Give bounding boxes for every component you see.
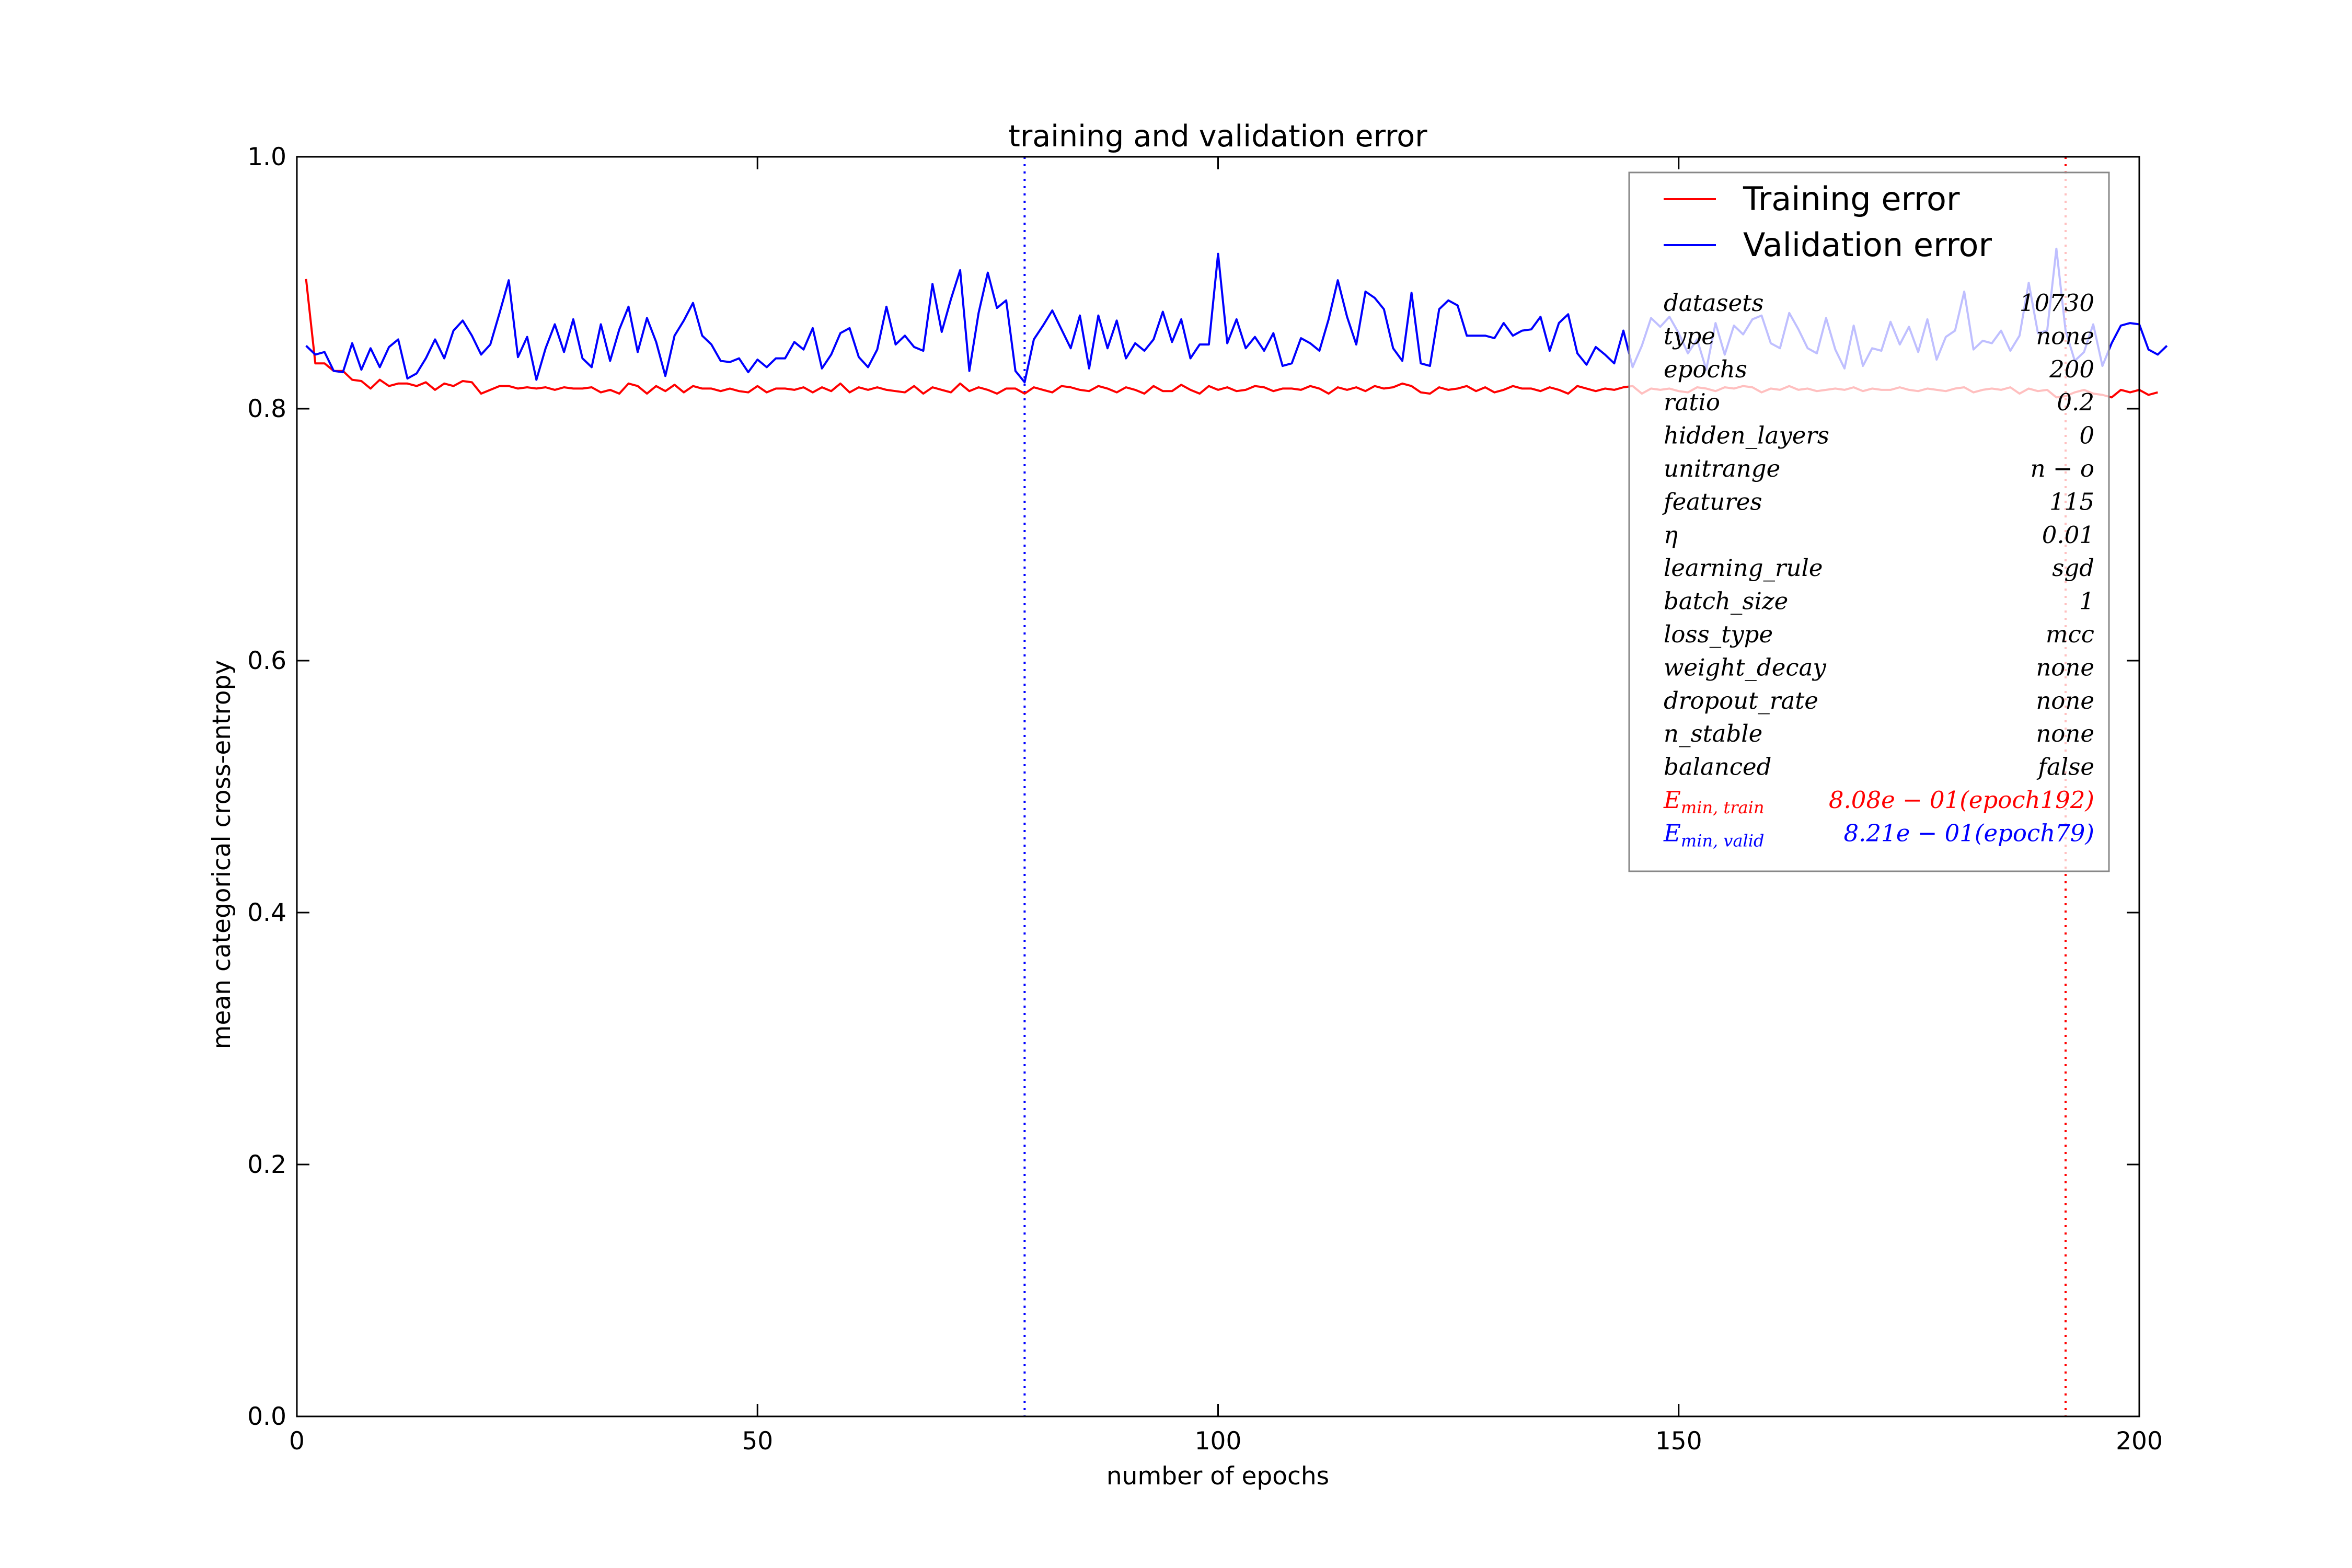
info-value: none — [2036, 653, 2094, 681]
y-tick-label: 0.6 — [247, 647, 286, 675]
info-key: balanced — [1664, 753, 1771, 781]
info-value: none — [2036, 322, 2094, 350]
x-tick-label: 0 — [289, 1427, 305, 1456]
info-value: 10730 — [2020, 289, 2094, 317]
x-tick-label: 150 — [1655, 1427, 1702, 1456]
y-axis-label: mean categorical cross-entropy — [207, 660, 236, 1049]
y-tick-label: 0.8 — [247, 395, 286, 423]
info-value: n − o — [2031, 455, 2094, 482]
info-key: epochs — [1664, 355, 1747, 383]
info-key: ratio — [1664, 388, 1720, 416]
chart-title: training and validation error — [1008, 119, 1427, 154]
info-value: 0.2 — [2057, 388, 2094, 416]
info-value: 0.01 — [2042, 521, 2094, 549]
info-key: type — [1664, 322, 1715, 350]
info-value: mcc — [2046, 620, 2094, 648]
info-value: false — [2036, 753, 2094, 781]
info-key: batch_size — [1664, 587, 1788, 615]
info-key: hidden_layers — [1664, 422, 1829, 449]
info-value: sgd — [2052, 554, 2094, 582]
y-tick-label: 0.0 — [247, 1402, 286, 1431]
x-axis-label: number of epochs — [1106, 1462, 1329, 1491]
y-tick-label: 1.0 — [247, 143, 286, 171]
info-key: learning_rule — [1664, 554, 1823, 582]
info-value: 0 — [2079, 422, 2094, 449]
info-table: datasets 10730 type none epochs 200 ratio 0.2 hi… — [1662, 289, 2094, 850]
info-key: unitrange — [1664, 455, 1780, 482]
info-key: dropout_rate — [1664, 687, 1818, 714]
x-tick-label: 200 — [2116, 1427, 2163, 1456]
emin-value: 8.21e − 01(epoch79) — [1844, 819, 2095, 847]
legend-box — [1628, 171, 2110, 872]
info-key: η — [1664, 521, 1678, 549]
info-key: features — [1662, 488, 1762, 515]
info-key: weight_decay — [1664, 653, 1826, 681]
emin-key: Emin, train — [1663, 786, 1764, 817]
info-key: loss_type — [1664, 620, 1773, 648]
axis-ticks: 0 50 100 150 200 0.0 0.2 0.4 0.6 0.8 1.0 — [247, 143, 2163, 1456]
info-value: 1 — [2079, 587, 2094, 615]
legend: Training error Validation error datasets… — [1628, 171, 2110, 872]
y-tick-label: 0.2 — [247, 1150, 286, 1179]
info-value: none — [2036, 720, 2094, 747]
emin-value: 8.08e − 01(epoch192) — [1829, 786, 2094, 814]
legend-label-training: Training error — [1743, 180, 1960, 218]
info-value: 115 — [2049, 488, 2094, 515]
info-key: datasets — [1664, 289, 1763, 317]
info-value: none — [2036, 687, 2094, 714]
legend-label-validation: Validation error — [1743, 226, 1992, 264]
info-key: n_stable — [1664, 720, 1762, 747]
y-tick-label: 0.4 — [247, 898, 286, 927]
emin-key: Emin, valid — [1663, 819, 1765, 850]
x-tick-label: 50 — [742, 1427, 773, 1456]
x-tick-label: 100 — [1195, 1427, 1242, 1456]
info-value: 200 — [2049, 355, 2094, 383]
